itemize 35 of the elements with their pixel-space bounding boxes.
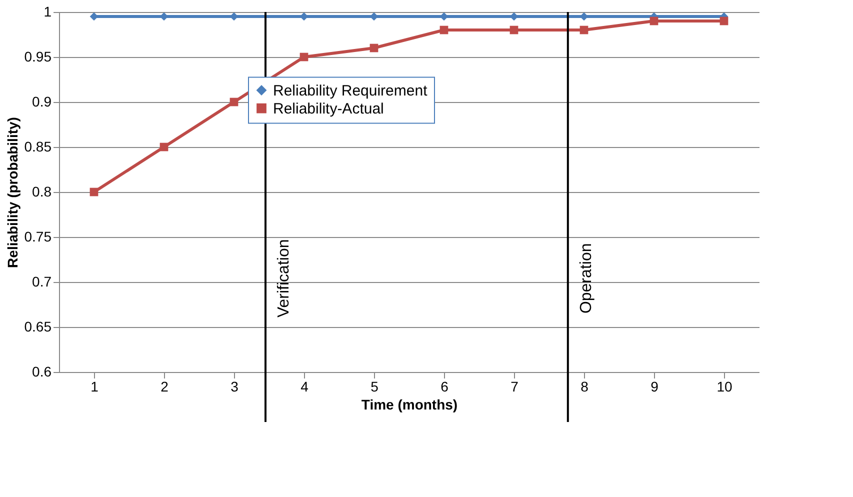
y-tick-label: 1 <box>44 4 52 20</box>
y-axis-title: Reliability (probability) <box>4 117 20 268</box>
point <box>230 98 238 106</box>
point <box>720 16 728 26</box>
point <box>510 26 518 34</box>
x-tick-label: 1 <box>90 378 99 394</box>
y-tick-label: 0.95 <box>24 48 52 64</box>
y-tick-label: 0.7 <box>32 274 52 290</box>
point <box>370 44 378 52</box>
point <box>160 142 168 152</box>
x-tick-label: 10 <box>716 378 732 394</box>
x-tick-label: 9 <box>650 378 659 394</box>
y-tick-label: 0.75 <box>24 228 52 244</box>
point <box>580 26 588 34</box>
x-tick-label: 2 <box>160 378 169 394</box>
y-tick-label: 0.65 <box>24 318 52 334</box>
x-axis-title: Time (months) <box>361 396 458 412</box>
x-tick-label: 7 <box>510 378 519 394</box>
x-tick-label: 6 <box>440 378 449 394</box>
point <box>300 52 308 62</box>
y-tick-label: 0.9 <box>32 94 52 110</box>
legend-label: Reliability-Actual <box>273 100 384 118</box>
point <box>90 188 98 196</box>
x-tick-label: 3 <box>230 378 239 394</box>
y-tick-label: 0.6 <box>32 364 52 380</box>
y-tick-label: 0.85 <box>24 138 52 154</box>
point <box>650 16 658 26</box>
x-tick-label: 5 <box>370 378 379 394</box>
ref-line-label: Operation <box>578 243 595 314</box>
x-tick-label: 4 <box>300 378 309 394</box>
y-tick-label: 0.8 <box>32 184 52 200</box>
x-tick-label: 8 <box>580 378 589 394</box>
ref-line-label: Verification <box>276 239 292 318</box>
legend-label: Reliability Requirement <box>273 82 428 100</box>
point <box>440 26 448 34</box>
